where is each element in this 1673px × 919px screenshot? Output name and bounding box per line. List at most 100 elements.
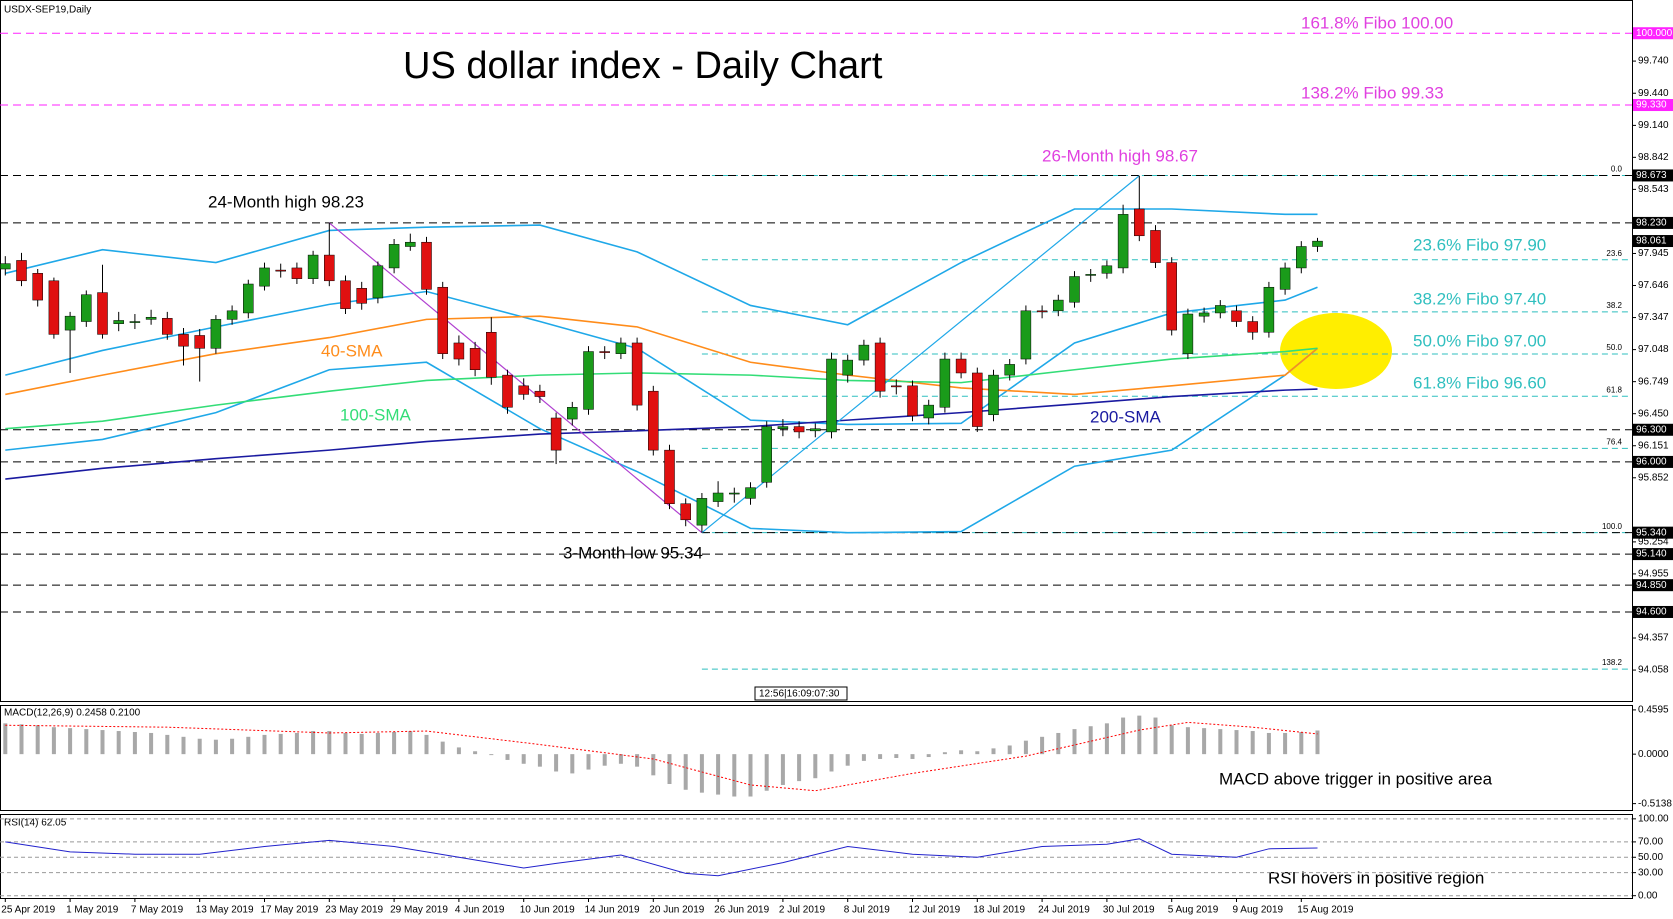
x-tick-label: 13 May 2019 (196, 905, 254, 916)
macd-bar (651, 754, 656, 776)
rsi-title: RSI(14) 62.05 (4, 818, 67, 829)
candle-body (32, 273, 43, 301)
candle-body (1053, 299, 1064, 312)
x-tick-label: 5 Aug 2019 (1168, 905, 1219, 916)
highlight-circle (1280, 313, 1392, 389)
macd-bar (1234, 730, 1239, 755)
y-tick-label: 30.00 (1638, 867, 1663, 878)
macd-bar (84, 729, 89, 755)
macd-bar (586, 754, 591, 770)
y-tick-label: 0.0000 (1638, 749, 1669, 760)
level-price-box (1633, 169, 1673, 182)
candle-body (1134, 208, 1145, 237)
candle-body (453, 342, 465, 360)
macd-bar (991, 748, 996, 755)
macd-bar (1104, 723, 1109, 755)
macd-bar (19, 724, 24, 755)
macd-bar (230, 738, 235, 755)
macd-title: MACD(12,26,9) 0.2458 0.2100 (4, 708, 141, 719)
candle-body (1296, 246, 1307, 269)
macd-bar (262, 734, 267, 755)
macd-bar (554, 754, 559, 772)
level-price-box (1633, 579, 1673, 592)
candle-body (388, 244, 400, 269)
trendline (701, 175, 1140, 534)
macd-bar (246, 736, 251, 755)
macd-bar (1169, 725, 1174, 755)
candle-body (1198, 312, 1210, 317)
macd-bar (861, 754, 866, 761)
annotation: 26-Month high 98.67 (1042, 146, 1198, 165)
fibo-ratio-label: 100.0 (1602, 522, 1623, 531)
y-tick-label: 0.4595 (1638, 705, 1669, 716)
candle-body (1101, 265, 1113, 274)
series-label: 100-SMA (340, 405, 412, 424)
y-tick-label: 99.440 (1638, 88, 1669, 99)
trendline (328, 222, 703, 534)
candle-body (421, 241, 432, 290)
level-price-box (1633, 548, 1673, 561)
macd-bar (3, 723, 8, 755)
indicator-line (5, 347, 1318, 430)
macd-bar (68, 728, 73, 755)
macd-bar (975, 751, 980, 755)
candle-body (437, 286, 448, 354)
candle-body (1231, 310, 1242, 322)
macd-bar (505, 754, 510, 760)
series-label: 40-SMA (321, 341, 383, 360)
annotation: 38.2% Fibo 97.40 (1413, 289, 1546, 308)
indicator-line (5, 208, 1318, 326)
candle-body (923, 404, 934, 419)
y-tick-label: 97.945 (1638, 248, 1669, 259)
annotation: 138.2% Fibo 99.33 (1301, 83, 1444, 102)
candle-body (275, 269, 286, 272)
x-tick-label: 4 Jun 2019 (455, 905, 505, 916)
candle-body (356, 288, 367, 304)
macd-bar (278, 733, 283, 755)
macd-bar (716, 754, 721, 795)
macd-annotation: MACD above trigger in positive area (1219, 769, 1493, 788)
macd-bar (829, 754, 834, 772)
macd-bar (602, 754, 607, 766)
macd-bar (392, 732, 397, 755)
candle-body (1069, 276, 1080, 303)
macd-bar (797, 754, 802, 782)
candle-body (793, 426, 805, 433)
candle-body (745, 487, 756, 499)
candle-body (324, 254, 335, 282)
level-price-label: 96.300 (1636, 424, 1667, 435)
indicator-line (5, 286, 1318, 426)
x-tick-label: 25 Apr 2019 (1, 905, 55, 916)
candle-body (1020, 310, 1032, 360)
x-tick-label: 10 Jun 2019 (520, 905, 575, 916)
candle-body (680, 503, 691, 521)
candle-body (518, 385, 529, 395)
macd-bar (1137, 715, 1142, 755)
indicator-line (5, 315, 1319, 396)
x-tick-label: 12 Jul 2019 (909, 905, 961, 916)
macd-bar (132, 732, 137, 755)
candle-body (1166, 262, 1177, 331)
x-tick-label: 9 Aug 2019 (1233, 905, 1284, 916)
annotation: 24-Month high 98.23 (208, 192, 364, 211)
y-tick-label: 96.450 (1638, 408, 1669, 419)
macd-bar (213, 739, 218, 755)
candle-body (810, 428, 821, 432)
macd-bar (100, 730, 105, 755)
candle-body (988, 374, 999, 416)
fibo-ratio-label: 50.0 (1606, 343, 1622, 352)
x-tick-label: 26 Jun 2019 (714, 905, 769, 916)
candle-body (16, 260, 27, 282)
macd-bar (683, 754, 688, 790)
rsi-line (5, 838, 1318, 877)
x-tick-label: 2 Jul 2019 (779, 905, 826, 916)
candle-body (891, 385, 902, 388)
macd-bar (926, 754, 931, 758)
candle-body (162, 318, 173, 335)
rsi-annotation: RSI hovers in positive region (1268, 868, 1484, 887)
x-tick-label: 18 Jul 2019 (973, 905, 1025, 916)
x-tick-label: 17 May 2019 (261, 905, 319, 916)
candle-body (583, 351, 594, 410)
candle-body (243, 283, 254, 314)
